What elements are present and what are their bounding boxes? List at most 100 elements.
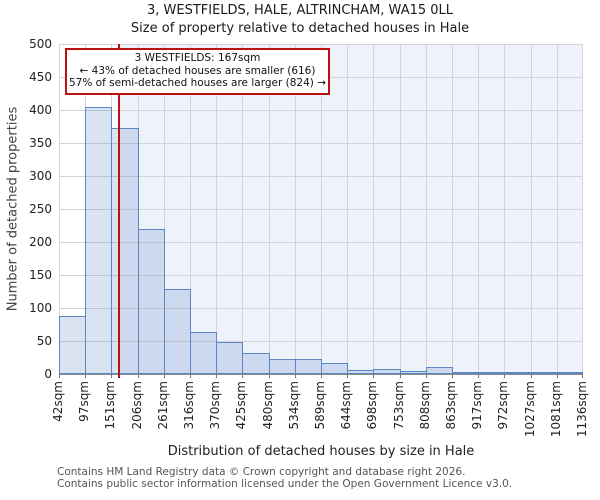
x-tick-mark (163, 374, 165, 378)
x-tick-mark (399, 374, 401, 378)
x-tick-label: 589sqm (313, 381, 327, 430)
x-tick-mark (216, 374, 218, 378)
histogram-bar (530, 372, 558, 374)
x-tick-label: 863sqm (444, 381, 458, 430)
v-gridline (425, 44, 427, 374)
y-tick-label: 400 (29, 103, 52, 117)
x-tick-mark (373, 374, 375, 378)
v-gridline (373, 44, 375, 374)
histogram-bar (137, 228, 165, 374)
histogram-bar (242, 352, 270, 374)
x-tick-label: 534sqm (286, 381, 301, 430)
v-gridline (268, 44, 270, 374)
v-gridline (163, 44, 165, 374)
footer-attribution-1: Contains HM Land Registry data © Crown c… (57, 466, 466, 478)
property-annotation-box: 3 WESTFIELDS: 167sqm ← 43% of detached h… (65, 48, 330, 95)
y-tick-label: 0 (44, 367, 52, 381)
x-tick-mark (59, 374, 60, 378)
y-tick-label: 500 (29, 37, 52, 51)
x-tick-mark (111, 374, 113, 378)
x-tick-mark (294, 374, 296, 378)
x-tick-mark (582, 374, 583, 378)
v-gridline (190, 44, 191, 374)
v-gridline (399, 44, 401, 374)
x-tick-label: 808sqm (417, 381, 432, 430)
x-tick-label: 42sqm (51, 381, 65, 422)
footer-attribution-2: Contains public sector information licen… (57, 478, 513, 490)
v-gridline (321, 44, 322, 374)
histogram-bar (321, 363, 349, 374)
x-tick-mark (347, 374, 349, 378)
x-tick-mark (190, 374, 191, 378)
x-tick-label: 425sqm (234, 381, 249, 430)
x-tick-label: 316sqm (182, 381, 196, 430)
x-axis-label: Distribution of detached houses by size … (167, 444, 475, 459)
plot-area: 3 WESTFIELDS: 167sqm ← 43% of detached h… (59, 43, 583, 378)
v-gridline (347, 44, 349, 374)
x-tick-label: 972sqm (496, 381, 511, 430)
histogram-bar (347, 370, 375, 374)
x-tick-mark (478, 374, 480, 378)
x-tick-label: 917sqm (470, 381, 485, 430)
x-tick-label: 698sqm (365, 381, 380, 430)
y-tick-label: 150 (29, 268, 52, 282)
x-tick-mark (556, 374, 558, 378)
v-gridline (530, 44, 532, 374)
annotation-line-1: 3 WESTFIELDS: 167sqm (134, 52, 261, 64)
x-tick-mark (137, 374, 139, 378)
y-tick-label: 50 (36, 334, 52, 348)
histogram-bar (452, 372, 480, 374)
v-gridline (582, 44, 583, 374)
histogram-bar (294, 359, 322, 374)
chart-title: 3, WESTFIELDS, HALE, ALTRINCHAM, WA15 0L… (146, 3, 454, 18)
x-tick-label: 644sqm (339, 381, 354, 430)
histogram-bar (59, 315, 87, 374)
x-tick-mark (452, 374, 453, 378)
histogram-bar (425, 367, 453, 374)
y-tick-label: 200 (29, 235, 52, 249)
y-tick-label: 100 (29, 301, 52, 315)
x-tick-label: 261sqm (155, 381, 170, 430)
annotation-line-3: 57% of semi-detached houses are larger (… (69, 77, 326, 89)
histogram-bar (373, 368, 401, 374)
y-tick-label: 300 (29, 169, 52, 183)
v-gridline (216, 44, 218, 374)
histogram-bar (556, 372, 583, 374)
histogram-bar (504, 372, 532, 374)
y-tick-label: 250 (29, 202, 52, 216)
chart-subtitle: Size of property relative to detached ho… (130, 21, 470, 36)
x-tick-label: 480sqm (260, 381, 275, 430)
x-tick-label: 151sqm (103, 381, 118, 430)
annotation-line-2: ← 43% of detached houses are smaller (61… (79, 64, 316, 77)
v-gridline (504, 44, 506, 374)
x-tick-label: 1027sqm (522, 381, 537, 438)
v-gridline (59, 44, 60, 374)
x-tick-mark (530, 374, 532, 378)
x-tick-mark (321, 374, 322, 378)
histogram-bar (111, 128, 139, 374)
histogram-bar (399, 370, 427, 374)
histogram-bar (85, 106, 113, 374)
v-gridline (452, 44, 453, 374)
y-tick-label: 450 (29, 70, 52, 84)
x-tick-label: 1136sqm (575, 381, 589, 438)
x-tick-label: 753sqm (391, 381, 406, 430)
histogram-bar (216, 341, 244, 374)
property-size-marker-line (117, 44, 120, 378)
x-tick-label: 370sqm (208, 381, 223, 430)
x-tick-label: 1081sqm (548, 381, 563, 438)
histogram-bar (190, 331, 218, 374)
x-tick-label: 97sqm (77, 381, 92, 422)
v-gridline (556, 44, 558, 374)
histogram-bar (268, 358, 296, 374)
v-gridline (242, 44, 244, 374)
histogram-bar (478, 372, 506, 374)
histogram-bar (163, 288, 191, 374)
x-tick-mark (425, 374, 427, 378)
v-gridline (478, 44, 480, 374)
x-tick-label: 206sqm (129, 381, 144, 430)
x-tick-mark (85, 374, 87, 378)
x-tick-mark (242, 374, 244, 378)
y-tick-label: 350 (29, 136, 52, 150)
